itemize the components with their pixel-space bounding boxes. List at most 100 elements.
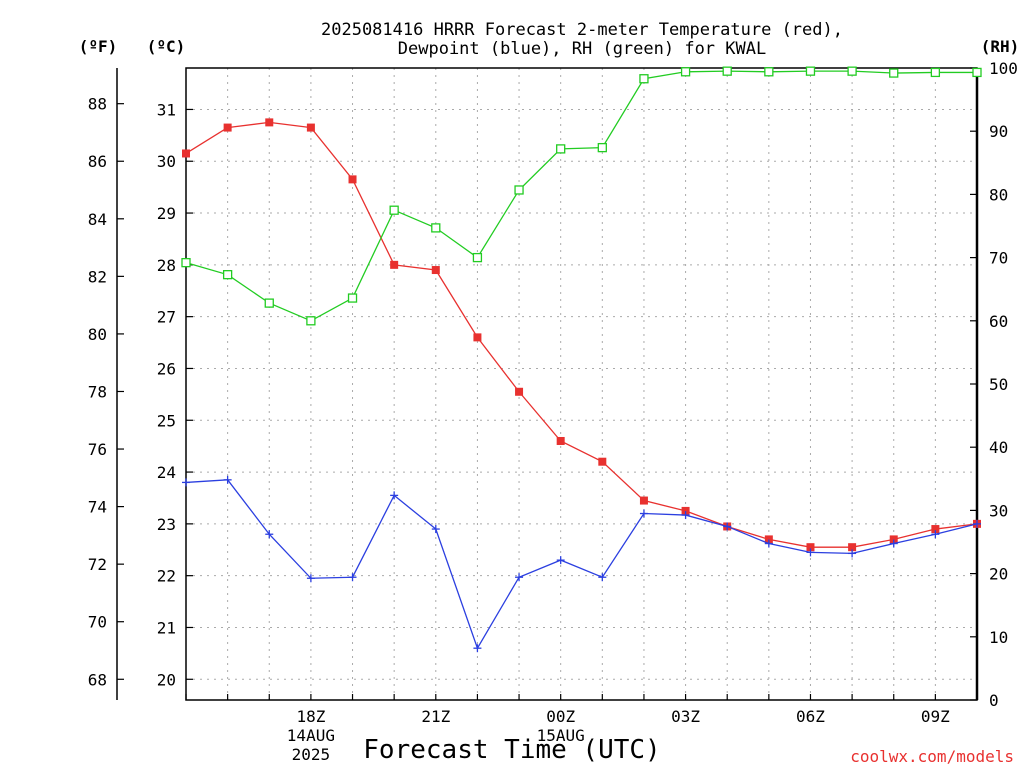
temperature-point bbox=[598, 457, 607, 466]
fahrenheit-tick-label: 74 bbox=[88, 498, 107, 517]
fahrenheit-tick-label: 78 bbox=[88, 382, 107, 401]
rh-point bbox=[306, 316, 316, 326]
temperature-line bbox=[185, 121, 978, 548]
dewpoint-point bbox=[639, 509, 648, 518]
fahrenheit-tick-label: 70 bbox=[88, 613, 107, 632]
x-tick-label: 18Z bbox=[296, 707, 325, 726]
celsius-tick-label: 24 bbox=[157, 463, 176, 482]
dewpoint-point bbox=[723, 522, 732, 531]
fahrenheit-tick-label: 82 bbox=[88, 267, 107, 286]
celsius-tick-label: 25 bbox=[157, 411, 176, 430]
rh-tick-label: 10 bbox=[989, 628, 1008, 647]
dewpoint-point bbox=[806, 548, 815, 557]
dewpoint-point bbox=[598, 573, 607, 582]
chart-title-line1: 2025081416 HRRR Forecast 2-meter Tempera… bbox=[321, 20, 843, 40]
rh-line bbox=[185, 70, 977, 322]
temperature-point bbox=[806, 543, 815, 552]
rh-tick-label: 0 bbox=[989, 691, 999, 710]
dewpoint-point bbox=[889, 539, 898, 548]
rh-point bbox=[722, 66, 732, 76]
chart-title-line2: Dewpoint (blue), RH (green) for KWAL bbox=[398, 39, 766, 59]
rh-point bbox=[181, 258, 191, 268]
dewpoint-point bbox=[681, 511, 690, 520]
x-tick-label: 00Z bbox=[546, 707, 575, 726]
fahrenheit-tick-label: 76 bbox=[88, 440, 107, 459]
rh-tick-label: 80 bbox=[989, 185, 1008, 204]
rh-tick-label: 40 bbox=[989, 438, 1008, 457]
x-tick-label: 09Z bbox=[921, 707, 950, 726]
x-axis-label: Forecast Time (UTC) bbox=[363, 735, 660, 765]
x-tick-year-label: 2025 bbox=[292, 745, 331, 764]
dewpoint-point bbox=[265, 530, 274, 539]
rh-tick-label: 30 bbox=[989, 501, 1008, 520]
dewpoint-point bbox=[390, 491, 399, 500]
temperature-point bbox=[681, 506, 690, 515]
temperature-point bbox=[390, 260, 399, 269]
fahrenheit-tick-label: 80 bbox=[88, 325, 107, 344]
celsius-tick-label: 20 bbox=[157, 670, 176, 689]
data-series bbox=[181, 66, 982, 653]
celsius-tick-label: 23 bbox=[157, 515, 176, 534]
rh-point bbox=[889, 68, 899, 78]
x-tick-label: 03Z bbox=[671, 707, 700, 726]
fahrenheit-tick-label: 68 bbox=[88, 670, 107, 689]
celsius-tick-label: 29 bbox=[157, 204, 176, 223]
celsius-tick-label: 30 bbox=[157, 152, 176, 171]
rh-point bbox=[680, 67, 691, 77]
temperature-point bbox=[473, 333, 482, 342]
credit-label: coolwx.com/models bbox=[850, 747, 1014, 766]
plot-frame bbox=[185, 67, 978, 701]
rh-tick-label: 100 bbox=[989, 59, 1018, 78]
fahrenheit-tick-label: 84 bbox=[88, 210, 107, 229]
fahrenheit-unit-label: (ºF) bbox=[79, 37, 118, 56]
dewpoint-point bbox=[182, 478, 190, 487]
rh-point bbox=[764, 67, 774, 77]
rh-point bbox=[514, 185, 524, 195]
rh-point bbox=[639, 74, 649, 84]
x-tick-label: 21Z bbox=[421, 707, 450, 726]
dewpoint-point bbox=[223, 475, 232, 484]
temperature-point bbox=[182, 149, 190, 158]
celsius-tick-label: 21 bbox=[157, 618, 176, 637]
dewpoint-point bbox=[306, 574, 315, 583]
dewpoint-line bbox=[185, 479, 978, 650]
dewpoint-point bbox=[764, 539, 773, 548]
temperature-point bbox=[223, 123, 232, 132]
temperature-point bbox=[931, 525, 940, 534]
dewpoint-point bbox=[931, 530, 940, 539]
rh-tick-label: 70 bbox=[989, 249, 1008, 268]
rh-point bbox=[930, 67, 941, 78]
celsius-unit-label: (ºC) bbox=[147, 37, 186, 56]
rh-point bbox=[597, 142, 607, 153]
celsius-tick-label: 28 bbox=[157, 256, 176, 275]
temperature-point bbox=[639, 496, 648, 505]
rh-tick-label: 20 bbox=[989, 565, 1008, 584]
rh-tick-label: 90 bbox=[989, 122, 1008, 141]
celsius-tick-label: 27 bbox=[157, 308, 176, 327]
dewpoint-point bbox=[515, 573, 524, 582]
temperature-point bbox=[889, 535, 898, 544]
rh-point bbox=[805, 66, 816, 76]
rh-point bbox=[556, 144, 566, 154]
x-tick-date-label: 14AUG bbox=[287, 726, 335, 745]
rh-unit-label: (RH) bbox=[981, 37, 1020, 56]
dewpoint-point bbox=[973, 519, 981, 528]
rh-point bbox=[472, 252, 483, 263]
celsius-tick-label: 26 bbox=[157, 359, 176, 378]
x-tick-date-label: 15AUG bbox=[537, 726, 585, 745]
dewpoint-point bbox=[556, 556, 565, 565]
temperature-point bbox=[431, 266, 440, 275]
temperature-point bbox=[848, 543, 857, 552]
temperature-point bbox=[306, 123, 315, 132]
rh-tick-label: 50 bbox=[989, 375, 1008, 394]
rh-point bbox=[347, 293, 358, 303]
y-axis-ticks: 20 21 22 23 24 25 26 27 28 29 30 31 68 70 72 74 76 78 80 82… bbox=[88, 59, 1018, 710]
celsius-tick-label: 22 bbox=[157, 567, 176, 586]
temperature-point bbox=[348, 175, 357, 184]
temperature-point bbox=[265, 118, 274, 127]
x-tick-label: 06Z bbox=[796, 707, 825, 726]
celsius-tick-label: 31 bbox=[157, 100, 176, 119]
fahrenheit-tick-label: 86 bbox=[88, 152, 107, 171]
